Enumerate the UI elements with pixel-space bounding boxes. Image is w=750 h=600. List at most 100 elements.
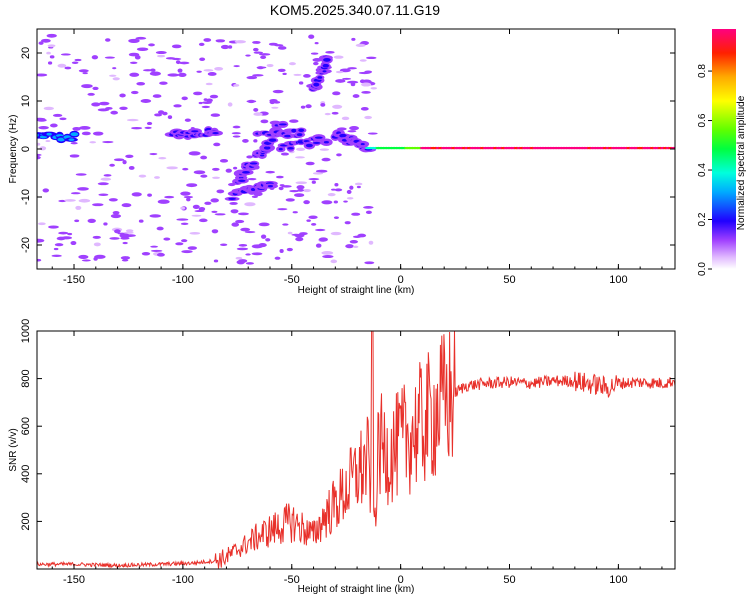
heatmap-cell xyxy=(196,70,202,73)
heatmap-cell xyxy=(246,155,253,159)
heatmap-cell xyxy=(77,187,89,191)
heatmap-cell xyxy=(280,152,289,156)
heatmap-cell xyxy=(98,193,109,196)
heatmap-cell xyxy=(246,76,258,80)
heatmap-cell xyxy=(203,38,212,42)
heatmap-cell xyxy=(46,33,57,38)
heatmap-cell xyxy=(198,101,203,105)
heatmap-cell xyxy=(175,242,184,246)
heatmap-cell xyxy=(75,205,82,210)
heatmap-cell xyxy=(296,147,306,152)
heatmap-cell xyxy=(149,152,158,156)
heatmap-cell xyxy=(272,89,284,94)
heatmap-cell xyxy=(311,223,317,226)
heatmap-cell xyxy=(92,235,101,239)
heatmap-cell xyxy=(321,251,334,255)
heatmap-cell xyxy=(317,76,323,79)
snr-frame xyxy=(36,330,676,570)
heatmap-cell xyxy=(154,113,163,117)
heatmap-cell xyxy=(87,92,95,96)
spectrogram-x-tick-label: -50 xyxy=(284,274,300,286)
heatmap-cell xyxy=(181,250,193,254)
heatmap-cell xyxy=(365,56,377,60)
heatmap-cell xyxy=(287,231,293,235)
heatmap-cell xyxy=(210,198,219,203)
heatmap-cell xyxy=(103,174,112,177)
colorbar-tick-label: 0.8 xyxy=(697,64,708,78)
heatmap-cell xyxy=(233,166,238,170)
heatmap-cell xyxy=(315,169,328,173)
heatmap-cell xyxy=(136,47,149,51)
heatmap-cell xyxy=(279,184,285,187)
snr-x-label: Height of straight line (km) xyxy=(298,584,415,595)
heatmap-cell xyxy=(308,215,318,220)
colorbar-tick-label: 0.4 xyxy=(697,163,708,177)
heatmap-cell xyxy=(293,73,302,76)
heatmap-cell xyxy=(247,177,257,181)
heatmap-cell xyxy=(249,162,258,165)
heatmap-cell xyxy=(102,140,114,144)
heatmap-cell xyxy=(258,222,270,227)
heatmap-cell xyxy=(205,82,213,86)
heatmap-cell xyxy=(193,91,203,96)
heatmap-cell xyxy=(220,44,230,50)
spectrogram-x-tick-label: -100 xyxy=(172,274,194,286)
heatmap-cell xyxy=(260,234,267,239)
heatmap-cell xyxy=(267,184,273,188)
heatmap-cell xyxy=(37,258,42,262)
heatmap-cell xyxy=(178,72,187,77)
heatmap-cell xyxy=(125,229,134,233)
heatmap-cell xyxy=(74,219,80,223)
heatmap-cell xyxy=(212,176,221,179)
snr-y-tick-label: 600 xyxy=(20,417,32,435)
heatmap-cell xyxy=(51,254,62,258)
heatmap-cell xyxy=(250,187,256,191)
heatmap-cell xyxy=(167,73,180,77)
heatmap-cell xyxy=(47,44,56,48)
heatmap-cell xyxy=(70,141,78,145)
heatmap-cell xyxy=(149,214,162,218)
heatmap-cell xyxy=(232,125,241,129)
heatmap-cell xyxy=(240,227,251,232)
heatmap-cell xyxy=(163,237,171,241)
heatmap-cell xyxy=(122,241,128,245)
heatmap-cell xyxy=(233,65,240,68)
heatmap-cell xyxy=(242,138,249,143)
heatmap-cell xyxy=(296,133,303,137)
heatmap-cell xyxy=(319,148,330,151)
heatmap-cell xyxy=(81,131,91,136)
heatmap-cell xyxy=(253,107,259,112)
heatmap-cell xyxy=(140,99,152,103)
heatmap-cell xyxy=(154,176,160,179)
heatmap-cell xyxy=(42,188,50,193)
snr-x-tick-label: 0 xyxy=(398,574,404,586)
heatmap-cell xyxy=(335,79,346,83)
heatmap-cell xyxy=(134,55,141,60)
heatmap-cell xyxy=(37,118,47,122)
heatmap-cell xyxy=(37,238,45,243)
heatmap-cell xyxy=(37,73,48,77)
heatmap-cell xyxy=(178,61,190,65)
heatmap-cell xyxy=(245,253,251,256)
heatmap-cell xyxy=(335,70,344,74)
heatmap-cell xyxy=(180,222,189,226)
heatmap-cell xyxy=(298,81,304,85)
heatmap-cell xyxy=(313,61,319,66)
heatmap-cell xyxy=(71,61,79,65)
heatmap-cell xyxy=(125,154,134,159)
heatmap-cell xyxy=(251,195,258,199)
heatmap-cell xyxy=(188,151,201,156)
heatmap-cell xyxy=(52,113,63,117)
spectrogram-x-tick-label: 100 xyxy=(609,274,627,286)
heatmap-cell xyxy=(300,105,306,109)
heatmap-cell xyxy=(253,51,264,54)
figure-title: KOM5.2025.340.07.11.G19 xyxy=(270,2,440,18)
heatmap-cell xyxy=(192,204,200,209)
heatmap-cell xyxy=(295,181,308,185)
heatmap-cell xyxy=(58,231,69,235)
heatmap-cell xyxy=(74,58,82,62)
heatmap-cell xyxy=(167,115,173,120)
heatmap-cell xyxy=(228,197,237,201)
heatmap-cell xyxy=(253,47,259,52)
